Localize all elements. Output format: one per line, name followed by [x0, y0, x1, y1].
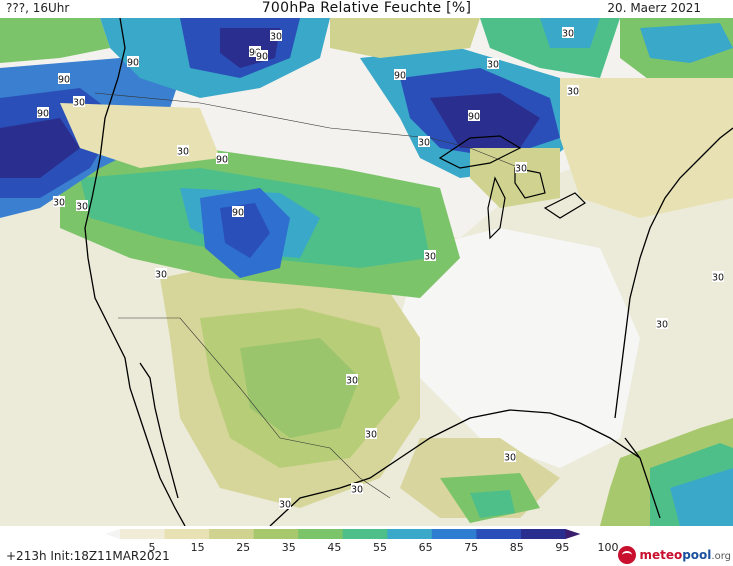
contour-label: 30: [177, 145, 189, 158]
colorbar-segment: [298, 529, 344, 539]
svg-text:30: 30: [279, 500, 291, 511]
run-info: +213h Init:18Z11MAR2021: [6, 549, 170, 563]
svg-text:30: 30: [418, 138, 430, 149]
colorbar-tick-label: 95: [555, 541, 570, 554]
svg-text:90: 90: [58, 75, 70, 86]
svg-text:30: 30: [487, 60, 499, 71]
contour-label: 90: [37, 107, 49, 120]
colorbar-segment: [387, 529, 433, 539]
contour-label: 30: [424, 250, 436, 263]
contour-label: 30: [155, 268, 167, 281]
colorbar-tick-label: 5: [148, 541, 156, 554]
humidity-map[interactable]: 90 90 90 90 90 90 90 90 90 30 30 30 30 30 30 30 30 30 30 30…: [0, 18, 733, 526]
contour-label: 30: [351, 483, 363, 496]
svg-text:90: 90: [394, 71, 406, 82]
colorbar: [105, 529, 581, 539]
contour-label: 30: [73, 96, 85, 109]
colorbar-tick-label: 25: [236, 541, 251, 554]
logo-text: meteopool.org: [639, 548, 731, 562]
contour-label: 30: [279, 498, 291, 511]
svg-text:90: 90: [127, 58, 139, 69]
contour-label: 30: [487, 58, 499, 71]
svg-text:30: 30: [53, 198, 65, 209]
valid-time-label: ???, 16Uhr: [6, 1, 70, 15]
colorbar-tick-label: 100: [597, 541, 619, 554]
colorbar-tick-label: 85: [509, 541, 524, 554]
svg-text:30: 30: [365, 430, 377, 441]
contour-label: 30: [562, 27, 574, 40]
contour-label: 30: [515, 162, 527, 175]
contour-label: 30: [567, 85, 579, 98]
svg-text:30: 30: [76, 202, 88, 213]
svg-text:30: 30: [346, 376, 358, 387]
svg-text:30: 30: [424, 252, 436, 263]
contour-label: 30: [656, 318, 668, 331]
contour-label: 30: [346, 374, 358, 387]
colorbar-segment: [164, 529, 210, 539]
colorbar-tick-label: 65: [418, 541, 433, 554]
svg-text:30: 30: [515, 164, 527, 175]
logo-icon: [618, 546, 637, 564]
svg-text:90: 90: [216, 155, 228, 166]
svg-text:30: 30: [562, 29, 574, 40]
colorbar-tick-label: 45: [327, 541, 342, 554]
svg-text:30: 30: [567, 87, 579, 98]
colorbar-segment: [520, 529, 566, 539]
contour-label: 30: [504, 451, 516, 464]
colorbar-right-arrow: [565, 529, 581, 539]
colorbar-segment: [120, 529, 166, 539]
colorbar-segment: [431, 529, 477, 539]
contour-label: 30: [270, 30, 282, 43]
contour-label: 90: [232, 206, 244, 219]
svg-text:90: 90: [249, 48, 261, 59]
contour-label: 30: [76, 200, 88, 213]
colorbar-segment: [209, 529, 255, 539]
svg-text:30: 30: [351, 485, 363, 496]
colorbar-tick-label: 55: [373, 541, 387, 554]
svg-text:30: 30: [504, 453, 516, 464]
colorbar-tick-label: 15: [190, 541, 205, 554]
date-label: 20. Maerz 2021: [607, 1, 701, 15]
svg-text:30: 30: [270, 32, 282, 43]
svg-text:30: 30: [712, 273, 724, 284]
contour-label: 90: [394, 69, 406, 82]
contour-label: 90: [249, 46, 261, 59]
header-bar: ???, 16Uhr 700hPa Relative Feuchte [%] 2…: [0, 0, 733, 18]
colorbar-segment: [253, 529, 299, 539]
svg-text:90: 90: [468, 112, 480, 123]
contour-label: 90: [256, 50, 268, 63]
svg-text:30: 30: [155, 270, 167, 281]
colorbar-ticks: 5 15 25 35 45 55 65 75 85 95 100: [105, 541, 625, 555]
svg-text:90: 90: [37, 109, 49, 120]
colorbar-segment: [476, 529, 522, 539]
contour-label: 90: [58, 73, 70, 86]
map-title: 700hPa Relative Feuchte [%]: [261, 0, 472, 16]
meteopool-logo[interactable]: meteopool.org: [618, 545, 731, 565]
contour-label: 30: [53, 196, 65, 209]
contour-label: 90: [468, 110, 480, 123]
contour-label: 30: [365, 428, 377, 441]
contour-label: 90: [127, 56, 139, 69]
colorbar-tick-label: 75: [464, 541, 479, 554]
svg-text:30: 30: [177, 147, 189, 158]
svg-text:30: 30: [73, 98, 85, 109]
contour-label: 90: [216, 153, 228, 166]
contour-label: 30: [418, 136, 430, 149]
svg-text:90: 90: [232, 208, 244, 219]
colorbar-segment: [342, 529, 388, 539]
colorbar-left-arrow: [105, 529, 120, 539]
svg-text:30: 30: [656, 320, 668, 331]
colorbar-tick-label: 35: [281, 541, 296, 554]
svg-text:90: 90: [256, 52, 268, 63]
contour-label: 30: [712, 271, 724, 284]
